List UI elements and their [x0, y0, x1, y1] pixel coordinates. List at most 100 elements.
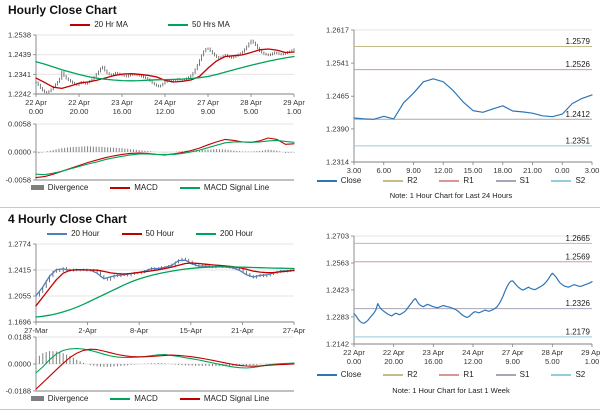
svg-text:5.00: 5.00 — [545, 357, 560, 366]
s1-line-swatch — [495, 179, 516, 182]
four-hourly-macd-chart: 0.0188 0.0000 -0.0188 — [6, 333, 295, 396]
four-hourly-ma-legend: 20 Hour 50 Hour 200 Hour — [0, 229, 300, 238]
legend-item-close: Close — [316, 370, 361, 379]
svg-text:1.2526: 1.2526 — [566, 60, 591, 69]
svg-text:22 Apr: 22 Apr — [68, 98, 90, 107]
svg-text:0.0000: 0.0000 — [8, 148, 31, 157]
svg-text:1.1696: 1.1696 — [8, 318, 31, 327]
svg-text:18.00: 18.00 — [493, 166, 512, 175]
legend-item-macd-signal: MACD Signal Line — [179, 394, 270, 403]
svg-text:12.00: 12.00 — [434, 166, 453, 175]
hourly-ma-legend: 20 Hr MA 50 Hrs MA — [0, 20, 300, 29]
divergence-bar-swatch — [30, 396, 44, 401]
hourly-macd-legend: Divergence MACD MACD Signal Line — [0, 183, 300, 192]
svg-text:22 Apr: 22 Apr — [25, 98, 47, 107]
close-line-swatch — [316, 179, 337, 182]
svg-text:1.2179: 1.2179 — [566, 327, 591, 336]
macd-line-swatch — [110, 397, 131, 400]
legend-item-s1: S1 — [495, 176, 530, 185]
bottom-divider — [0, 409, 600, 410]
svg-text:1.00: 1.00 — [585, 357, 600, 366]
macd-line-swatch — [110, 186, 131, 189]
legend-item-close: Close — [316, 176, 361, 185]
svg-text:1.2563: 1.2563 — [326, 258, 349, 267]
svg-text:1.2423: 1.2423 — [326, 285, 349, 294]
pivot-1week-note: Note: 1 Hour Chart for Last 1 Week — [392, 386, 510, 395]
svg-text:1.2314: 1.2314 — [326, 158, 349, 167]
svg-text:9.00: 9.00 — [201, 107, 216, 116]
svg-text:1.2569: 1.2569 — [566, 252, 591, 261]
svg-text:1.2055: 1.2055 — [8, 292, 31, 301]
svg-text:-0.0058: -0.0058 — [6, 176, 31, 185]
close-line-swatch — [316, 373, 337, 376]
legend-label: 20 Hr MA — [94, 20, 128, 29]
hourly-macd-chart: 0.0058 0.0000 -0.0058 — [6, 120, 295, 185]
legend-label: Divergence — [47, 394, 89, 403]
svg-text:1.2351: 1.2351 — [566, 136, 591, 145]
pivot-1week-legend: Close R2 R1 S1 S2 — [304, 370, 598, 379]
legend-item-r1: R1 — [439, 176, 474, 185]
svg-text:29 Apr: 29 Apr — [581, 348, 600, 357]
legend-item-ma50: 50 Hrs MA — [168, 20, 230, 29]
legend-item-divergence: Divergence — [30, 183, 89, 192]
legend-item-s1: S1 — [495, 370, 529, 379]
svg-text:22 Apr: 22 Apr — [343, 348, 365, 357]
svg-text:-0.0188: -0.0188 — [6, 387, 31, 396]
svg-text:20.00: 20.00 — [70, 107, 89, 116]
ma200h-line-swatch — [196, 232, 216, 235]
pivot-24h-note: Note: 1 Hour Chart for Last 24 Hours — [389, 191, 513, 200]
svg-text:15-Apr: 15-Apr — [180, 326, 203, 335]
section1-title: Hourly Close Chart — [8, 3, 117, 17]
four-hourly-macd-legend: Divergence MACD MACD Signal Line — [0, 394, 300, 403]
legend-label: 20 Hour — [71, 229, 100, 238]
svg-text:1.2579: 1.2579 — [566, 37, 591, 46]
legend-item-s2: S2 — [551, 370, 585, 379]
svg-text:1.2415: 1.2415 — [8, 265, 31, 274]
r2-line-swatch — [383, 373, 404, 376]
legend-label: R1 — [463, 176, 474, 185]
pivot-24h-legend: Close R2 R1 S1 S2 — [304, 176, 598, 185]
legend-item-r1: R1 — [439, 370, 474, 379]
svg-text:1.2774: 1.2774 — [8, 240, 31, 249]
legend-label: Divergence — [47, 183, 89, 192]
svg-text:21-Apr: 21-Apr — [231, 326, 254, 335]
legend-item-divergence: Divergence — [30, 394, 89, 403]
svg-text:1.00: 1.00 — [287, 107, 302, 116]
legend-label: MACD Signal Line — [203, 394, 270, 403]
svg-text:27 Apr: 27 Apr — [197, 98, 219, 107]
svg-text:1.2439: 1.2439 — [8, 50, 31, 59]
svg-text:1.2142: 1.2142 — [326, 340, 349, 349]
svg-text:1.2412: 1.2412 — [566, 110, 591, 119]
section-divider — [0, 207, 600, 208]
r1-line-swatch — [439, 373, 460, 376]
svg-text:0.0058: 0.0058 — [8, 120, 31, 129]
legend-label: S1 — [519, 176, 530, 185]
svg-text:1.2242: 1.2242 — [8, 90, 31, 99]
legend-label: 200 Hour — [220, 229, 253, 238]
s2-line-swatch — [551, 373, 572, 376]
svg-text:1.2703: 1.2703 — [326, 232, 349, 241]
svg-text:24 Apr: 24 Apr — [154, 98, 176, 107]
s2-line-swatch — [551, 179, 572, 182]
legend-item-ma50h: 50 Hour — [121, 229, 174, 238]
svg-text:1.2617: 1.2617 — [326, 26, 349, 35]
legend-item-macd: MACD — [110, 183, 158, 192]
legend-label: R1 — [463, 370, 474, 379]
svg-text:22 Apr: 22 Apr — [383, 348, 405, 357]
legend-item-macd: MACD — [110, 394, 158, 403]
legend-label: MACD — [134, 394, 158, 403]
r1-line-swatch — [439, 179, 460, 182]
ma50h-line-swatch — [121, 232, 142, 235]
legend-item-s2: S2 — [551, 176, 585, 185]
pivot-1week-chart: 1.2703 1.2563 1.2423 1.2283 1.2142 1.2665 1.25… — [326, 232, 600, 367]
svg-text:0.0188: 0.0188 — [8, 333, 31, 342]
legend-item-macd-signal: MACD Signal Line — [179, 183, 269, 192]
svg-text:1.2326: 1.2326 — [566, 299, 591, 308]
legend-label: S2 — [575, 370, 586, 379]
svg-text:12.00: 12.00 — [464, 357, 483, 366]
svg-text:28 Apr: 28 Apr — [240, 98, 262, 107]
macd-signal-line-swatch — [179, 397, 200, 400]
svg-text:0.0000: 0.0000 — [8, 360, 31, 369]
